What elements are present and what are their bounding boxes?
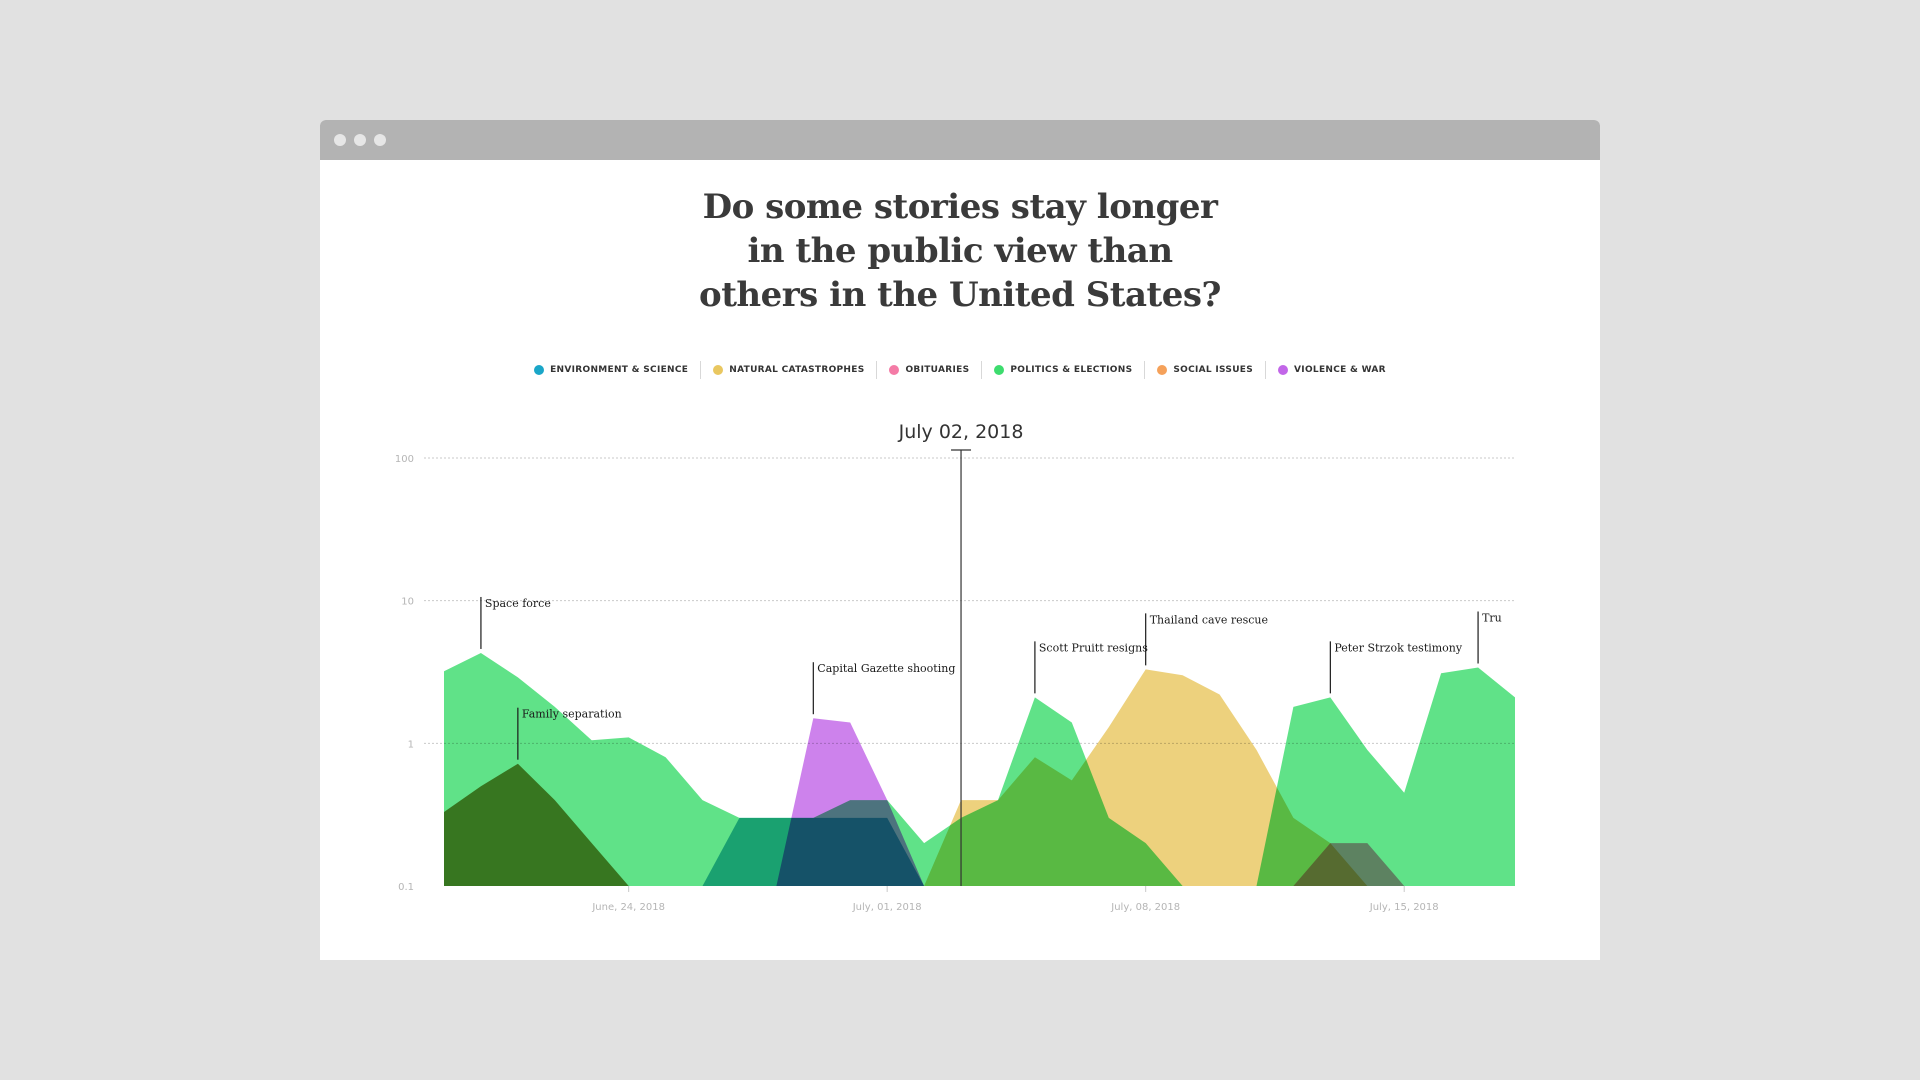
annotation-label: Peter Strzok testimony — [1334, 641, 1463, 654]
area-series[interactable] — [444, 763, 666, 886]
x-tick-label: July, 15, 2018 — [1369, 902, 1439, 913]
legend-swatch — [889, 365, 900, 375]
legend-item-environment-science[interactable]: ENVIRONMENT & SCIENCE — [522, 361, 702, 379]
annotation-label: Space force — [485, 597, 551, 610]
area-chart[interactable]: 100 10 1 0.1 June, 24, 2018 July, 01, 2018 Jul… — [320, 120, 1600, 960]
area-series[interactable] — [702, 817, 925, 886]
legend-swatch — [1157, 365, 1168, 375]
legend-label: SOCIAL ISSUES — [1173, 365, 1254, 375]
legend-item-social-issues[interactable]: SOCIAL ISSUES — [1145, 361, 1267, 379]
legend-label: ENVIRONMENT & SCIENCE — [550, 365, 689, 375]
legend-item-politics-elections[interactable]: POLITICS & ELECTIONS — [982, 361, 1146, 379]
legend-item-violence-war[interactable]: VIOLENCE & WAR — [1266, 361, 1398, 379]
legend-swatch — [994, 365, 1005, 375]
y-tick-label: 0.1 — [398, 882, 414, 893]
chart-legend: ENVIRONMENT & SCIENCE NATURAL CATASTROPH… — [320, 361, 1600, 379]
y-tick-label: 10 — [401, 597, 414, 608]
annotation-label: Scott Pruitt resigns — [1039, 641, 1148, 654]
window-dot-icon[interactable] — [334, 134, 346, 146]
area-series[interactable] — [1293, 843, 1405, 886]
area-series[interactable] — [924, 669, 1368, 886]
window-dot-icon[interactable] — [374, 134, 386, 146]
legend-label: OBITUARIES — [905, 365, 970, 375]
annotation-label: Tru — [1482, 612, 1502, 625]
cursor-date-label: July 02, 2018 — [898, 421, 1024, 443]
legend-swatch — [1278, 365, 1289, 375]
legend-label: NATURAL CATASTROPHES — [729, 365, 865, 375]
y-tick-label: 100 — [395, 454, 414, 465]
area-series[interactable] — [444, 653, 1515, 886]
annotation-label: Family separation — [522, 708, 622, 721]
browser-window: Do some stories stay longer in the publi… — [320, 120, 1600, 960]
window-titlebar — [320, 120, 1600, 160]
legend-item-natural-catastrophes[interactable]: NATURAL CATASTROPHES — [701, 361, 878, 379]
y-tick-label: 1 — [408, 739, 414, 750]
chart-headline: Do some stories stay longer in the publi… — [560, 185, 1360, 317]
headline-line: others in the United States? — [699, 275, 1221, 315]
window-dot-icon[interactable] — [354, 134, 366, 146]
legend-item-obituaries[interactable]: OBITUARIES — [877, 361, 983, 379]
annotation-label: Capital Gazette shooting — [817, 662, 955, 675]
legend-label: VIOLENCE & WAR — [1294, 365, 1386, 375]
x-tick-label: July, 01, 2018 — [852, 902, 922, 913]
x-tick-label: June, 24, 2018 — [591, 902, 665, 913]
legend-label: POLITICS & ELECTIONS — [1010, 365, 1133, 375]
headline-line: Do some stories stay longer — [702, 187, 1218, 227]
headline-line: in the public view than — [747, 231, 1173, 271]
annotation-label: Thailand cave rescue — [1150, 613, 1268, 626]
legend-swatch — [534, 365, 545, 375]
legend-swatch — [713, 365, 724, 375]
x-tick-label: July, 08, 2018 — [1110, 902, 1180, 913]
